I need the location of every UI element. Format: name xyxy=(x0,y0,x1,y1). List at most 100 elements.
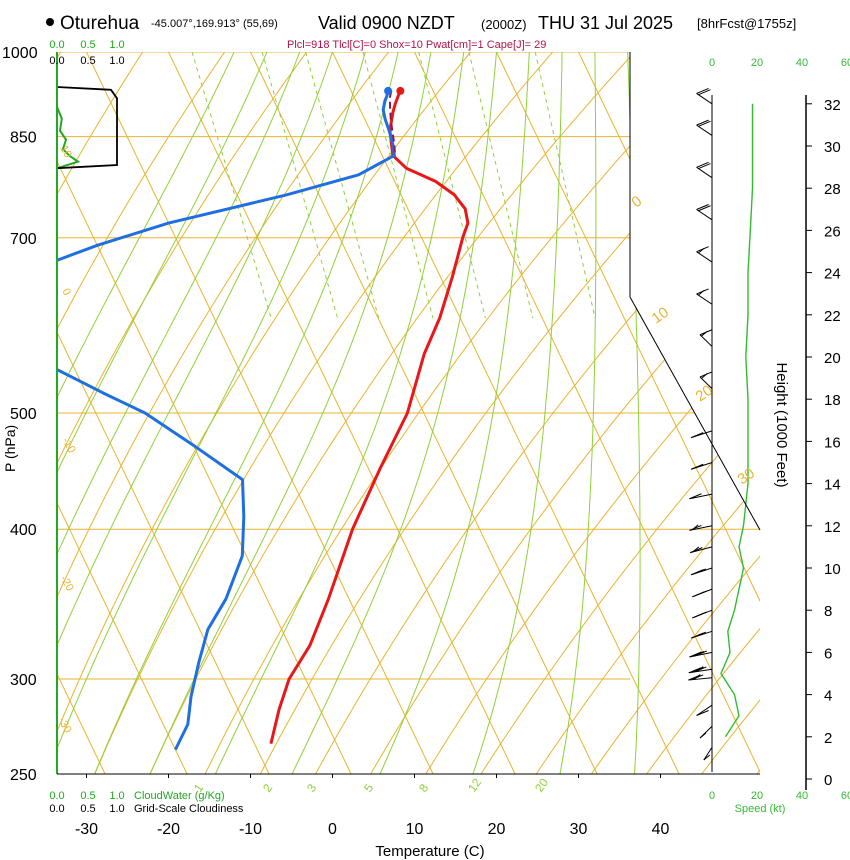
moist-adiabat xyxy=(214,52,465,774)
mixing-ratio-label: 12 xyxy=(465,775,484,794)
moist-adiabat xyxy=(559,52,597,774)
isotherm-label: 0 xyxy=(59,287,72,298)
mixing-ratio-line xyxy=(191,52,272,319)
dry-adiabat xyxy=(57,52,410,774)
moist-adiabat xyxy=(379,52,530,774)
temperature-axis-label: Temperature (C) xyxy=(375,843,484,860)
cloudwater-top-tick: 0.0 xyxy=(49,39,64,51)
pressure-tick-label: 850 xyxy=(10,130,37,147)
wind-panel xyxy=(688,87,754,772)
temperature-tick-label: 0 xyxy=(328,821,337,838)
mixing-ratio-line xyxy=(305,52,380,319)
moist-adiabat xyxy=(472,52,563,774)
isotherm-label: 20 xyxy=(693,382,716,405)
cloudiness-bottom-tick: 0.0 xyxy=(49,803,64,815)
isotherm-60 xyxy=(825,52,850,774)
dry-adiabat xyxy=(521,52,760,774)
wind-barb-staff xyxy=(696,293,713,305)
wind-barb-flag xyxy=(701,330,708,337)
wind-barb-flag xyxy=(694,611,707,618)
cloudiness-top-tick: 0.5 xyxy=(80,55,95,67)
wind-speed-curve xyxy=(720,103,754,738)
wind-barb-flag xyxy=(701,372,708,379)
dry-adiabat xyxy=(85,52,576,774)
wind-barb-flag xyxy=(694,650,708,657)
isotherm-label: 10 xyxy=(649,304,672,327)
pressure-axis-label: P (hPa) xyxy=(2,425,18,472)
moist-adiabat xyxy=(149,52,432,774)
wind-barb-flag xyxy=(698,163,711,170)
pressure-tick-label: 400 xyxy=(10,522,37,539)
speed-bottom-tick: 60 xyxy=(841,790,850,802)
pressure-tick-label: 1000 xyxy=(2,45,38,62)
dry-adiabat xyxy=(576,52,760,774)
height-tick-label: 32 xyxy=(824,97,841,114)
dry-adiabat xyxy=(467,52,760,774)
pressure-tick-label: 500 xyxy=(10,406,37,423)
wind-barb xyxy=(699,371,713,390)
wind-barb-flag xyxy=(689,493,702,500)
cloudiness-top-tick: 0.0 xyxy=(49,55,64,67)
wind-barb xyxy=(688,674,713,681)
moist-adiabat xyxy=(57,52,366,774)
wind-barb xyxy=(692,609,713,619)
wind-barb-flag xyxy=(698,247,705,254)
wind-barb-flag xyxy=(690,547,703,554)
pressure-tick-label: 300 xyxy=(10,672,37,689)
mixing-ratio-label: 8 xyxy=(416,781,431,795)
temperature-tick-label: 40 xyxy=(652,821,670,838)
speed-top-tick: 40 xyxy=(796,57,808,69)
height-tick-label: 14 xyxy=(824,477,841,494)
height-tick-label: 26 xyxy=(824,223,841,240)
wind-barb xyxy=(703,747,713,761)
dry-adiabat xyxy=(57,52,243,774)
height-tick-label: 2 xyxy=(824,730,832,747)
wind-barb xyxy=(699,329,713,347)
wind-barb-flag xyxy=(691,463,704,470)
isotherm-label: 0 xyxy=(629,193,646,212)
station-dot xyxy=(46,18,54,26)
wind-barb-staff xyxy=(696,166,713,179)
height-tick-label: 6 xyxy=(824,645,832,662)
speed-bottom-tick: 0 xyxy=(709,790,715,802)
forecast-date: THU 31 Jul 2025 xyxy=(538,13,673,33)
speed-bottom-tick: 40 xyxy=(796,790,808,802)
wind-barb-flag xyxy=(693,568,706,575)
stability-indices: Plcl=918 Tlcl[C]=0 Shox=10 Pwat[cm]=1 Ca… xyxy=(287,39,546,51)
height-tick-label: 12 xyxy=(824,519,841,536)
wind-barb-flag xyxy=(698,205,711,212)
cloudiness-bottom-tick: 0.5 xyxy=(80,803,95,815)
utc-time: (2000Z) xyxy=(481,17,527,32)
wind-barb-flag xyxy=(691,432,704,439)
wind-barb-staff xyxy=(696,704,713,716)
wind-barb xyxy=(691,567,713,576)
dry-adiabat xyxy=(248,52,760,774)
wind-barb-flag xyxy=(693,674,701,680)
wind-barb-flag xyxy=(698,289,705,296)
cloudwater-top-tick: 1.0 xyxy=(109,39,124,51)
temperature-tick-label: -10 xyxy=(239,821,262,838)
mixing-ratio-line xyxy=(362,52,434,319)
isotherm--30 xyxy=(86,52,434,774)
height-tick-label: 22 xyxy=(824,308,841,325)
dry-adiabat xyxy=(630,52,760,774)
wind-barb xyxy=(689,524,713,531)
height-tick-label: 30 xyxy=(824,139,841,156)
mixing-ratio-label: 2 xyxy=(260,781,275,795)
temperature-tick-label: -20 xyxy=(157,821,180,838)
height-tick-label: 16 xyxy=(824,434,841,451)
slant-frame-line xyxy=(629,296,761,531)
station-name: Oturehua xyxy=(60,13,140,34)
dry-adiabat xyxy=(795,27,850,796)
wind-barb xyxy=(696,204,713,221)
wind-barb xyxy=(696,246,713,263)
wind-barb xyxy=(689,650,713,658)
parcel-path-line xyxy=(389,90,397,156)
dry-adiabat xyxy=(412,52,760,774)
mixing-ratio-label: 20 xyxy=(532,775,551,794)
cloudiness-label: Grid-Scale Cloudiness xyxy=(134,803,244,815)
isotherm-10 xyxy=(414,52,760,774)
wind-barb-flag xyxy=(696,710,709,716)
wind-barb-flag xyxy=(691,524,699,531)
speed-top-tick: 60 xyxy=(841,57,850,69)
